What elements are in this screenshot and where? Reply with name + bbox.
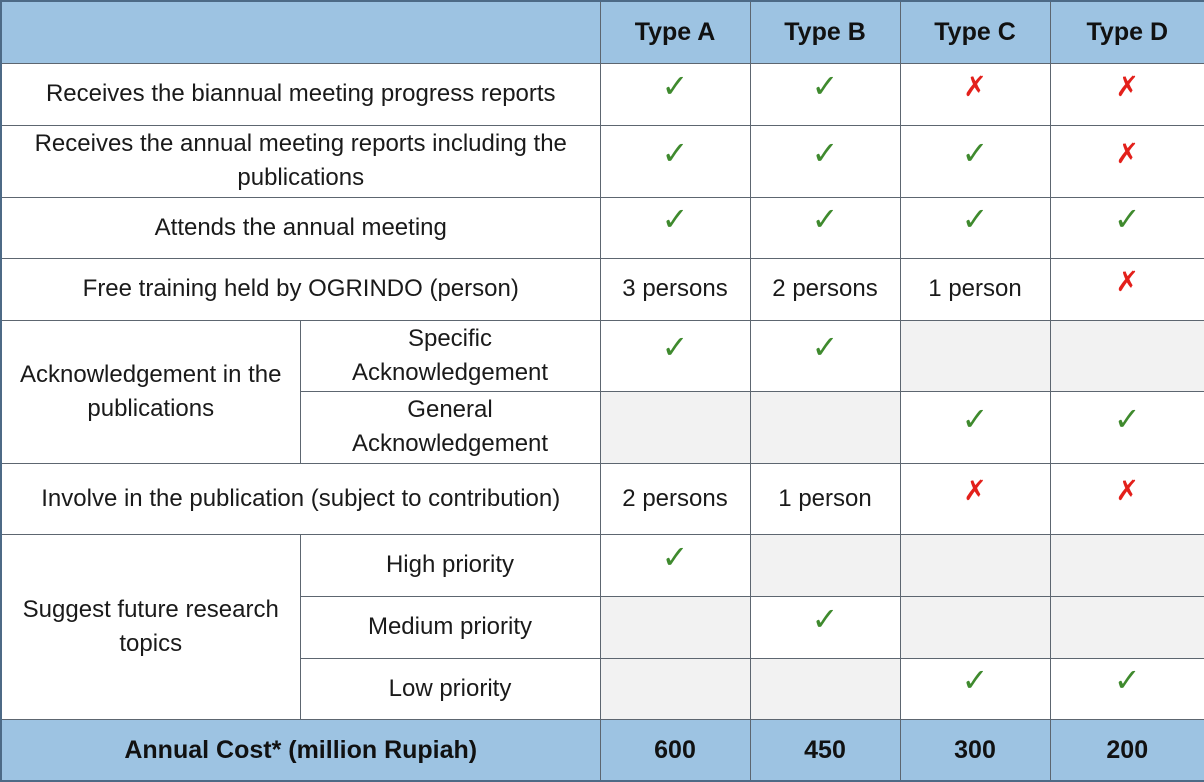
cell-type-b-empty xyxy=(749,533,901,597)
row-sublabel: Medium priority xyxy=(299,595,601,659)
cell-type-c-empty xyxy=(899,595,1051,659)
cell-type-c: ✓ xyxy=(899,124,1051,198)
check-icon: ✓ xyxy=(961,661,989,699)
row-label: Receives the annual meeting reports incl… xyxy=(0,124,601,198)
check-icon: ✓ xyxy=(661,133,689,172)
cell-type-a: ✓ xyxy=(599,319,751,392)
cell-type-d: ✓ xyxy=(1049,196,1204,259)
row-sublabel: General Acknowledgement xyxy=(299,390,601,464)
cell-type-d: ✗ xyxy=(1049,124,1204,198)
cross-icon: ✗ xyxy=(1115,69,1139,103)
cell-type-a-empty xyxy=(599,657,751,720)
cell-type-a: ✓ xyxy=(599,124,751,198)
cell-type-d-empty xyxy=(1049,533,1204,597)
row-label: Attends the annual meeting xyxy=(0,196,601,259)
cost-type-b: 450 xyxy=(749,718,901,782)
check-icon: ✓ xyxy=(661,328,689,366)
cell-type-c-empty xyxy=(899,319,1051,392)
check-icon: ✓ xyxy=(961,133,989,172)
header-type-d: Type D xyxy=(1049,0,1204,64)
cross-icon: ✗ xyxy=(963,69,987,103)
row-label: Free training held by OGRINDO (person) xyxy=(0,257,601,321)
cell-type-a: ✓ xyxy=(599,196,751,259)
cell-type-d: ✓ xyxy=(1049,390,1204,464)
cost-type-d: 200 xyxy=(1049,718,1204,782)
cell-type-c: ✗ xyxy=(899,62,1051,126)
cross-icon: ✗ xyxy=(1115,136,1139,170)
row-sublabel: Low priority xyxy=(299,657,601,720)
check-icon: ✓ xyxy=(811,200,839,238)
cell-type-a: 2 persons xyxy=(599,462,751,535)
cell-type-a: ✓ xyxy=(599,533,751,597)
row-low-priority: Low priority ✓ ✓ xyxy=(1,657,1204,720)
cell-type-d: ✗ xyxy=(1049,62,1204,126)
check-icon: ✓ xyxy=(661,66,689,105)
check-icon: ✓ xyxy=(1113,200,1141,238)
check-icon: ✓ xyxy=(811,328,839,366)
check-icon: ✓ xyxy=(961,399,989,438)
cell-type-d-empty xyxy=(1049,319,1204,392)
check-icon: ✓ xyxy=(1113,399,1141,438)
row-label: Receives the biannual meeting progress r… xyxy=(0,62,601,126)
row-high-priority: Suggest future research topics High prio… xyxy=(0,533,1204,720)
check-icon: ✓ xyxy=(961,200,989,238)
row-general-acknowledgement: General Acknowledgement ✓ ✓ xyxy=(1,390,1204,464)
cell-type-c-empty xyxy=(899,533,1051,597)
check-icon: ✓ xyxy=(1113,661,1141,699)
header-type-b: Type B xyxy=(749,0,901,64)
cell-type-b: ✓ xyxy=(749,196,901,259)
cell-type-a-empty xyxy=(599,390,751,464)
cell-type-b: ✓ xyxy=(749,319,901,392)
row-annual-reports: Receives the annual meeting reports incl… xyxy=(0,124,1204,198)
cell-type-a-empty xyxy=(599,595,751,659)
cell-type-c: ✓ xyxy=(899,657,1051,720)
cell-type-c: ✓ xyxy=(899,196,1051,259)
cost-type-c: 300 xyxy=(899,718,1051,782)
row-biannual-reports: Receives the biannual meeting progress r… xyxy=(0,62,1204,126)
cross-icon: ✗ xyxy=(1115,264,1139,298)
cell-type-d-empty xyxy=(1049,595,1204,659)
cross-icon: ✗ xyxy=(963,474,987,507)
row-sublabel: Specific Acknowledgement xyxy=(299,319,601,392)
cell-type-b-empty xyxy=(749,657,901,720)
cross-icon: ✗ xyxy=(1115,474,1139,507)
row-involve-publication: Involve in the publication (subject to c… xyxy=(0,462,1204,535)
row-group-label: Suggest future research topics xyxy=(0,533,301,720)
header-row: Type A Type B Type C Type D xyxy=(0,0,1204,64)
footer-label: Annual Cost* (million Rupiah) xyxy=(0,718,601,782)
cell-type-b: ✓ xyxy=(749,62,901,126)
header-type-a: Type A xyxy=(599,0,751,64)
cell-type-c: ✗ xyxy=(899,462,1051,535)
footer-row-annual-cost: Annual Cost* (million Rupiah) 600 450 30… xyxy=(0,718,1204,782)
header-type-c: Type C xyxy=(899,0,1051,64)
cell-type-b: 2 persons xyxy=(749,257,901,321)
cell-type-d: ✗ xyxy=(1049,257,1204,321)
row-medium-priority: Medium priority ✓ xyxy=(1,595,1204,659)
cell-type-b: 1 person xyxy=(749,462,901,535)
header-blank-cell xyxy=(0,0,601,64)
row-attends-meeting: Attends the annual meeting ✓ ✓ ✓ ✓ xyxy=(0,196,1204,259)
cell-type-b-empty xyxy=(749,390,901,464)
row-specific-acknowledgement: Acknowledgement in the publications Spec… xyxy=(0,319,1204,464)
cell-type-c: 1 person xyxy=(899,257,1051,321)
cell-type-b: ✓ xyxy=(749,595,901,659)
cost-type-a: 600 xyxy=(599,718,751,782)
check-icon: ✓ xyxy=(811,599,839,638)
cell-type-a: 3 persons xyxy=(599,257,751,321)
cell-type-d: ✓ xyxy=(1049,657,1204,720)
check-icon: ✓ xyxy=(811,133,839,172)
check-icon: ✓ xyxy=(661,200,689,238)
check-icon: ✓ xyxy=(811,66,839,105)
row-sublabel: High priority xyxy=(299,533,601,597)
cell-type-c: ✓ xyxy=(899,390,1051,464)
row-group-label: Acknowledgement in the publications xyxy=(0,319,301,464)
cell-type-a: ✓ xyxy=(599,62,751,126)
row-free-training: Free training held by OGRINDO (person) 3… xyxy=(0,257,1204,321)
check-icon: ✓ xyxy=(661,537,689,576)
cell-type-b: ✓ xyxy=(749,124,901,198)
row-label: Involve in the publication (subject to c… xyxy=(0,462,601,535)
cell-type-d: ✗ xyxy=(1049,462,1204,535)
